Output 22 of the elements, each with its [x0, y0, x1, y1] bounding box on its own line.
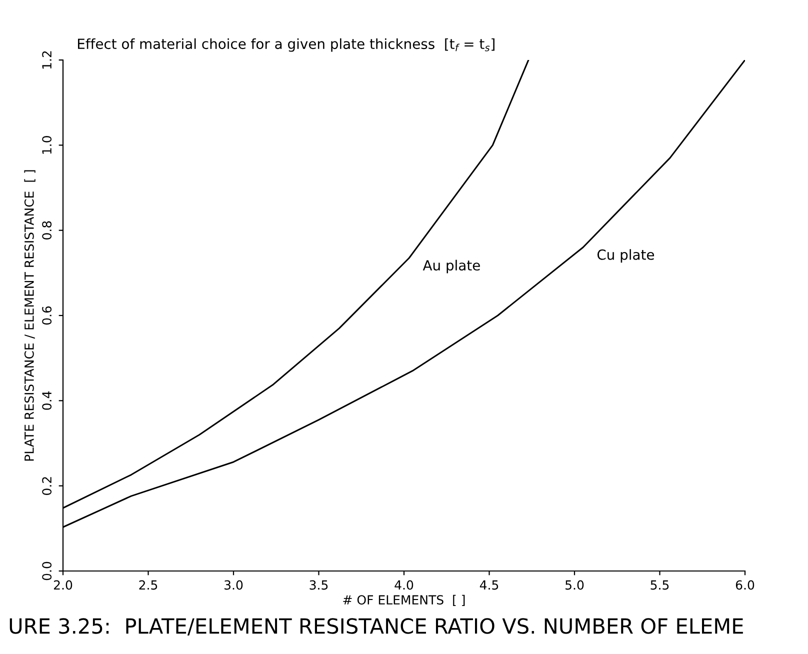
y-tick-label: 0.8	[42, 221, 52, 240]
x-tick-label: 4.0	[394, 580, 414, 590]
series-label: Cu plate	[597, 249, 654, 263]
text: URE 3.25: PLATE/ELEMENT RESISTANCE RATIO VS. NUMBER OF ELEME	[10, 618, 743, 636]
x-tick-label: 3.5	[310, 580, 328, 590]
y-tick-label: 1.2	[42, 51, 52, 69]
y-tick-label: 0.0	[42, 562, 52, 580]
y-tick-label: 0.4	[42, 391, 52, 410]
x-tick-label: 5.5	[650, 580, 669, 590]
x-tick-label: 5.0	[566, 580, 584, 590]
y-tick-label: 0.6	[42, 306, 52, 325]
x-tick-label: 4.5	[480, 580, 498, 590]
y-tick-label: 0.2	[42, 477, 52, 495]
series-label: Au plate	[422, 260, 480, 274]
y-tick-label: 1.0	[42, 136, 52, 154]
x-tick-label: 2.5	[139, 580, 158, 590]
x-tick-label: 6.0	[736, 580, 754, 590]
x-tick-label: 2.0	[54, 580, 72, 590]
x-tick-label: 3.0	[224, 580, 243, 590]
y-axis-title: PLATE RESISTANCE / ELEMENT RESISTANCE [ ]	[24, 170, 36, 461]
x-axis-title: # OF ELEMENTS [ ]	[343, 594, 465, 606]
chart-title: Effect of material choice for a given plate thickness [t$_{f}$ = t$_{s}$]	[78, 38, 494, 52]
